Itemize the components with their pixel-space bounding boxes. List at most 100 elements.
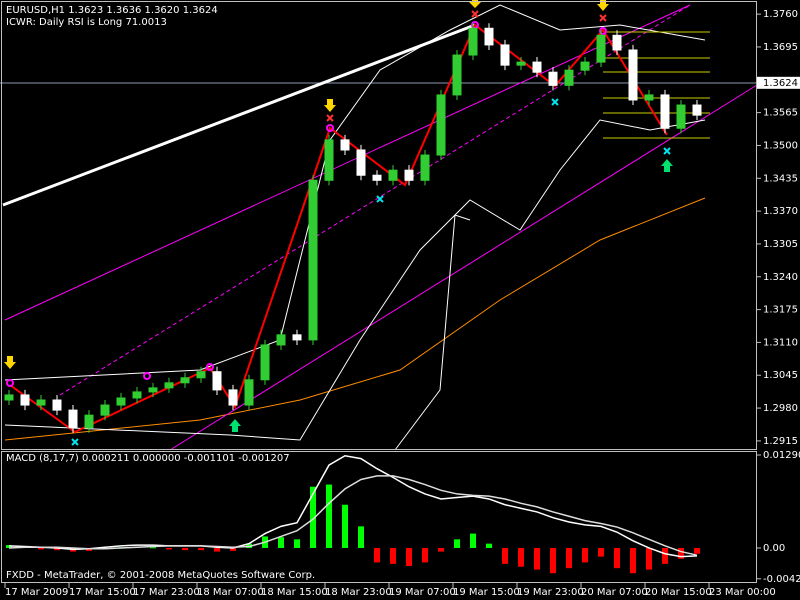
candle-body [84,414,94,429]
candle-body [612,34,622,51]
data-marks: 1.3760 1.3695 1.3565 1.3500 1.3435 1.3370 1.33… [4,9,800,598]
trend-line [2,23,476,207]
histogram-bar [678,547,684,559]
buy-marks [71,98,671,446]
x-tick-label: 19 Mar 23:00 [517,587,584,598]
sell-marks [326,10,607,122]
histogram-bar [486,543,492,548]
frame [1,1,757,583]
candle-body [372,174,382,181]
x-tick-label: 20 Mar 15:00 [645,587,712,598]
candle-body [676,104,686,129]
y-tick-label: 1.3305 [763,239,798,250]
pivot [6,379,14,387]
x-tick-label: 17 Mar 2009 [5,587,68,598]
candle-body [532,61,542,73]
candle-body [100,404,110,416]
candle-body [388,169,398,181]
x-tick-label: 18 Mar 07:00 [197,587,264,598]
x-tick-label: 17 Mar 23:00 [133,587,200,598]
y-tick-label: -0.00427 [763,574,800,585]
histogram-bar [630,547,636,574]
arrow-down [324,99,336,112]
cross [599,14,607,22]
current-price-box [757,76,800,89]
histogram-bar [342,504,348,548]
histogram-bar [182,547,188,551]
candle-body [36,399,46,406]
y-tick-label: 1.3760 [763,9,798,20]
candle-body [644,94,654,101]
cross [71,438,79,446]
histogram-bar [230,547,236,551]
histogram-bar [374,547,380,563]
macd-panel [1,451,757,583]
indicator-curve [394,214,471,451]
histogram-bar [278,537,284,548]
x-tick-label: 17 Mar 15:00 [69,587,136,598]
y-tick-label: 1.3435 [763,173,798,184]
cross [471,10,479,18]
fib-levels [603,31,710,139]
candle-body [228,389,238,406]
histogram-bar [150,547,156,549]
arrow-down [4,356,16,369]
cross [376,195,384,203]
histogram-bar [534,547,540,570]
candle-body [324,139,334,181]
histogram-bar [646,547,652,570]
candle-body [356,149,366,176]
histogram-bar [38,547,44,550]
histogram-bar [54,547,60,551]
arrow-up [229,419,241,432]
cross [326,114,334,122]
candle-body [132,391,142,399]
candle-body [308,179,318,341]
y-tick-label: 1.3110 [763,337,798,348]
channel-line [4,4,691,321]
indicator-status: ICWR: Daily RSI is Long 71.0013 [6,17,167,28]
candle-body [292,334,302,341]
macd-line [8,454,698,558]
candle-body [404,169,414,181]
candle-body [452,54,462,96]
macd-line [8,475,698,556]
buy-arrows [229,159,673,432]
indicator-overlays [0,0,758,451]
x-tick-label: 19 Mar 15:00 [453,587,520,598]
x-tick-label: 20 Mar 07:00 [581,587,648,598]
candle-body [4,394,14,401]
candle-body [340,139,350,151]
candle-body [692,104,702,116]
candle-body [244,379,254,406]
x-tick-label: 19 Mar 07:00 [389,587,456,598]
candle-body [468,27,478,56]
price-panel [1,1,757,450]
y-tick-label: 1.3370 [763,206,798,217]
y-tick-label: 1.3175 [763,305,798,316]
y-tick-label: 1.3565 [763,108,798,119]
candle-body [52,399,62,411]
candle-body [212,371,222,391]
y-tick-label: 0.012901 [763,450,800,461]
arrow-up [661,159,673,172]
candle-body [20,394,30,406]
histogram-bar [198,547,204,551]
histogram-bar [422,547,428,563]
band-lower [4,119,706,441]
y-tick-label: 1.2980 [763,403,798,414]
candle-body [564,69,574,86]
cross [551,98,559,106]
histogram-bar [470,533,476,548]
pivot-circles [6,21,607,387]
x-tick-label: 23 Mar 00:00 [709,587,776,598]
histogram-bar [502,547,508,564]
channel-line [169,84,758,451]
candle-body [516,61,526,66]
macd-title: MACD (8,17,7) 0.000211 0.000000 -0.00110… [6,453,290,464]
y-tick-label: 0.00 [763,543,785,554]
histogram-bar [566,547,572,569]
histogram-bar [358,526,364,548]
